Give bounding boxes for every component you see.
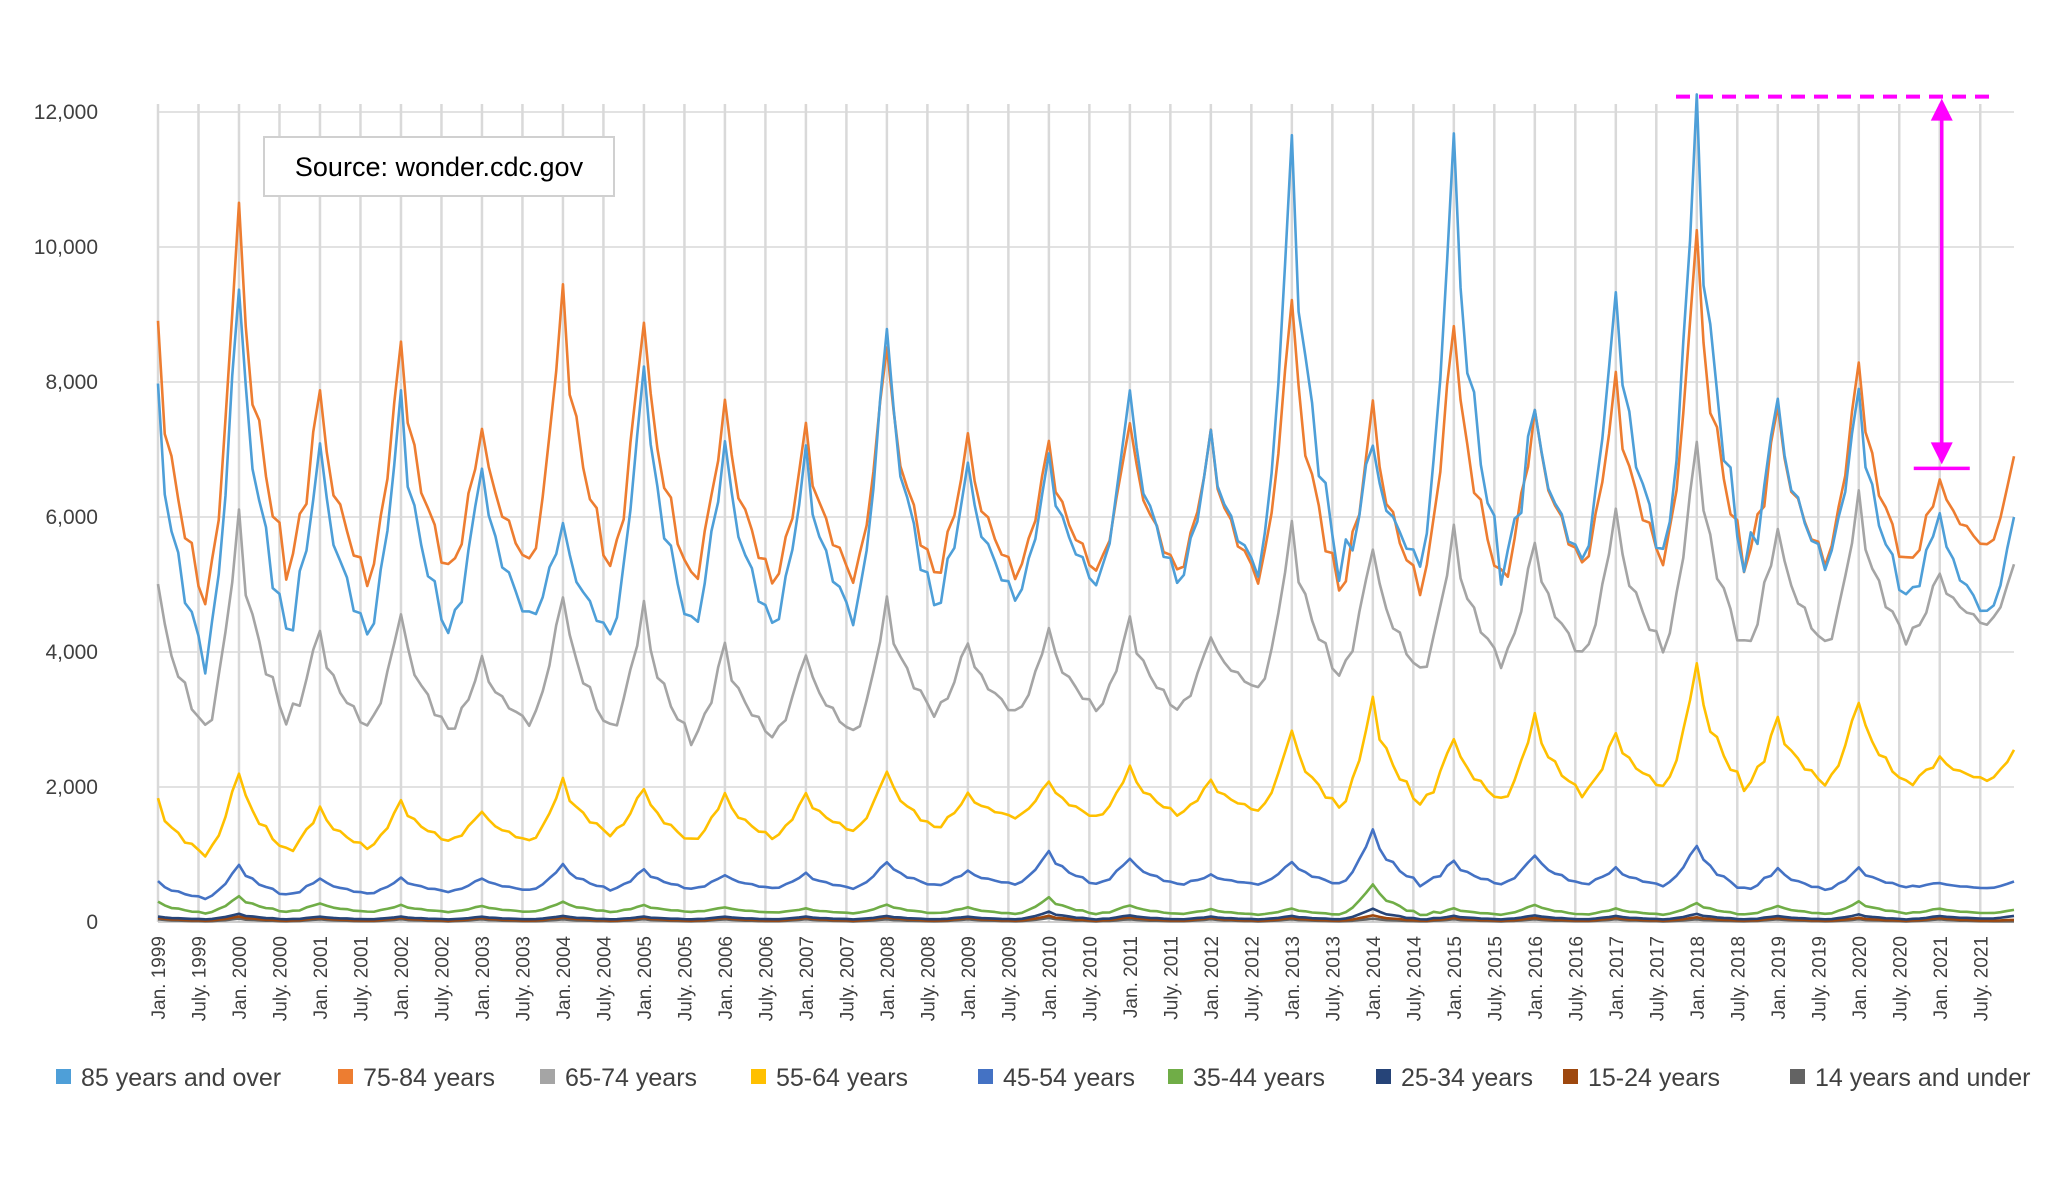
legend-swatch xyxy=(1790,1069,1805,1084)
legend-label: 75-84 years xyxy=(363,1064,495,1092)
y-axis-tick-labels: 0 2,000 4,000 6,000 8,000 10,000 12,000 xyxy=(34,101,98,934)
y-tick-label: 10,000 xyxy=(34,236,98,259)
x-tick-label: July. 2015 xyxy=(1485,936,1506,1021)
x-tick-label: July. 2003 xyxy=(513,936,534,1021)
series-line-35-44-years xyxy=(157,883,2015,917)
legend-label: 15-24 years xyxy=(1588,1064,1720,1092)
x-tick-label: Jan. 2014 xyxy=(1364,936,1385,1020)
source-box-frame xyxy=(263,136,615,197)
legend-label: 65-74 years xyxy=(565,1064,697,1092)
x-tick-label: July. 2002 xyxy=(432,936,453,1021)
legend-item: 25-34 years xyxy=(1376,1064,1533,1092)
x-tick-label: Jan. 2011 xyxy=(1121,936,1142,1018)
x-tick-label: July. 2010 xyxy=(1080,936,1101,1021)
legend-swatch xyxy=(56,1069,71,1084)
legend-item: 35-44 years xyxy=(1168,1064,1325,1092)
legend-item: 75-84 years xyxy=(338,1064,495,1092)
legend-label: 35-44 years xyxy=(1193,1064,1325,1092)
x-tick-label: July. 2017 xyxy=(1647,936,1668,1021)
series-line-55-64-years xyxy=(156,662,2016,858)
x-tick-label: Jan. 2004 xyxy=(554,936,575,1020)
series-line-15-24-years xyxy=(157,914,2015,923)
legend-swatch xyxy=(540,1069,555,1084)
legend-swatch xyxy=(338,1069,353,1084)
x-tick-label: July. 2000 xyxy=(270,936,291,1021)
x-tick-label: July. 2001 xyxy=(351,936,372,1021)
x-tick-label: July. 2011 xyxy=(1161,936,1182,1020)
legend: 85 years and over 75-84 years 65-74 years 5… xyxy=(56,1064,2030,1092)
x-tick-label: Jan. 2002 xyxy=(392,936,413,1019)
x-tick-label: Jan. 2015 xyxy=(1445,936,1466,1019)
x-tick-label: Jan. 2018 xyxy=(1688,936,1709,1019)
x-tick-label: Jan. 2021 xyxy=(1931,936,1952,1019)
legend-label: 14 years and under xyxy=(1815,1064,2030,1092)
x-tick-label: Jan. 2003 xyxy=(473,936,494,1019)
legend-label: 85 years and over xyxy=(81,1064,281,1092)
x-tick-label: Jan. 2019 xyxy=(1769,936,1790,1019)
x-tick-label: July. 2013 xyxy=(1323,936,1344,1021)
x-tick-label: Jan. 2010 xyxy=(1040,936,1061,1019)
legend-label: 45-54 years xyxy=(1003,1064,1135,1092)
arrow-head-down xyxy=(1930,442,1953,465)
annotation-arrow xyxy=(1676,94,1998,471)
x-tick-label: July. 2009 xyxy=(999,936,1020,1021)
source-label: Source: wonder.cdc.gov xyxy=(295,152,584,182)
series-line-65-74-years xyxy=(156,440,2016,747)
y-tick-label: 8,000 xyxy=(45,371,98,394)
x-tick-label: Jan. 2020 xyxy=(1850,936,1871,1019)
x-tick-label: Jan. 2013 xyxy=(1283,936,1304,1019)
x-tick-label: July. 2021 xyxy=(1971,936,1992,1021)
series-line-25-34-years xyxy=(157,907,2015,921)
series-lines xyxy=(156,93,2016,923)
y-tick-label: 6,000 xyxy=(45,506,98,529)
x-tick-label: Jan. 2006 xyxy=(716,936,737,1019)
y-tick-label: 0 xyxy=(86,911,98,934)
x-tick-label: Jan. 2001 xyxy=(311,936,332,1019)
x-tick-label: July. 2016 xyxy=(1566,936,1587,1021)
x-tick-label: Jan. 2007 xyxy=(797,936,818,1019)
series-line-45-54-years xyxy=(157,828,2015,901)
x-tick-label: Jan. 2005 xyxy=(635,936,656,1019)
x-tick-label: Jan. 2000 xyxy=(230,936,251,1019)
legend-swatch xyxy=(1168,1069,1183,1084)
y-tick-label: 4,000 xyxy=(45,641,98,664)
series-line-75-84-years xyxy=(156,201,2016,606)
legend-item: 14 years and under xyxy=(1790,1064,2030,1092)
legend-label: 55-64 years xyxy=(776,1064,908,1092)
x-tick-label: July. 2008 xyxy=(918,936,939,1021)
x-tick-label: July. 2004 xyxy=(594,936,615,1022)
legend-swatch xyxy=(1563,1069,1578,1084)
legend-swatch xyxy=(751,1069,766,1084)
legend-item: 85 years and over xyxy=(56,1064,281,1092)
x-tick-label: Jan. 2016 xyxy=(1526,936,1547,1019)
x-tick-label: July. 2018 xyxy=(1728,936,1749,1021)
y-tick-label: 2,000 xyxy=(45,776,98,799)
legend-swatch xyxy=(1376,1069,1391,1084)
source-box: Source: wonder.cdc.gov xyxy=(263,136,615,197)
legend-item: 15-24 years xyxy=(1563,1064,1720,1092)
x-tick-label: July. 2020 xyxy=(1890,936,1911,1021)
legend-label: 25-34 years xyxy=(1401,1064,1533,1092)
x-tick-label: Jan. 2017 xyxy=(1607,936,1628,1019)
x-tick-label: July. 2012 xyxy=(1242,936,1263,1021)
x-tick-label: July. 2006 xyxy=(756,936,777,1021)
arrow-head-up xyxy=(1930,98,1953,121)
legend-item: 55-64 years xyxy=(751,1064,908,1092)
x-tick-label: July. 2014 xyxy=(1404,936,1425,1022)
x-tick-label: Jan. 2008 xyxy=(878,936,899,1019)
legend-item: 45-54 years xyxy=(978,1064,1135,1092)
x-tick-label: Jan. 1999 xyxy=(149,936,170,1019)
legend-swatch xyxy=(978,1069,993,1084)
y-tick-label: 12,000 xyxy=(34,101,98,124)
x-tick-label: July. 2005 xyxy=(675,936,696,1021)
legend-item: 65-74 years xyxy=(540,1064,697,1092)
x-tick-label: July. 2007 xyxy=(837,936,858,1021)
series-line-85-years-and-over xyxy=(156,93,2016,675)
x-tick-label: July. 1999 xyxy=(189,936,210,1021)
x-tick-label: July. 2019 xyxy=(1809,936,1830,1021)
x-tick-label: Jan. 2009 xyxy=(959,936,980,1019)
x-tick-label: Jan. 2012 xyxy=(1202,936,1223,1019)
x-axis-tick-labels: Jan. 1999 July. 1999 Jan. 2000 July. 2000 Ja… xyxy=(149,936,1992,1022)
